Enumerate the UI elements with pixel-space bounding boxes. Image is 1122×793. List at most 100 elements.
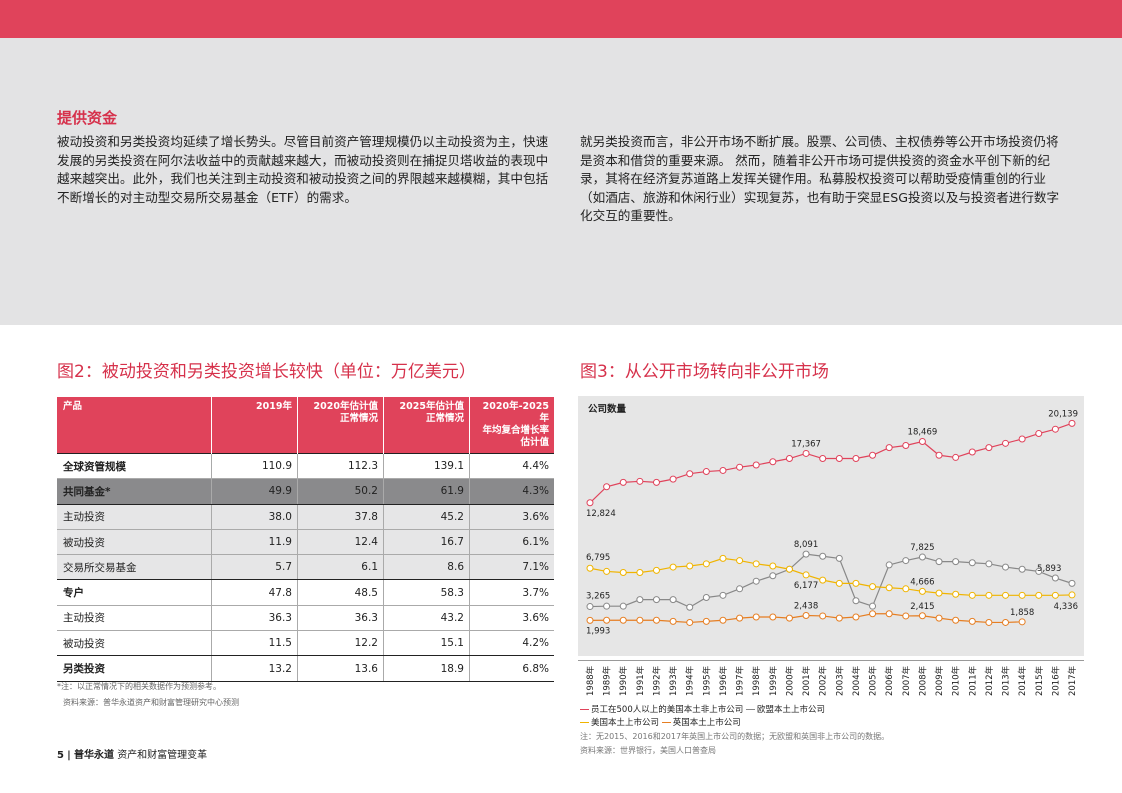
row-value: 12.2 <box>297 630 384 657</box>
row-value: 47.8 <box>211 579 298 606</box>
x-tick-label: 2003年 <box>834 665 845 696</box>
x-tick-label: 2008年 <box>917 665 928 696</box>
x-tick-label: 1997年 <box>735 665 746 696</box>
x-tick-label: 2002年 <box>818 665 829 696</box>
data-point <box>1018 591 1026 599</box>
data-point <box>636 569 644 577</box>
data-point <box>1051 425 1059 433</box>
data-point <box>619 616 627 624</box>
data-point <box>636 477 644 485</box>
data-point <box>736 585 744 593</box>
data-point <box>902 585 910 593</box>
row-value: 11.9 <box>211 529 298 556</box>
data-point <box>819 552 827 560</box>
data-point <box>1002 563 1010 571</box>
data-point <box>736 463 744 471</box>
data-point <box>1035 567 1043 575</box>
data-point <box>686 618 694 626</box>
row-label: 共同基金* <box>57 478 212 505</box>
header-product: 产品 <box>57 397 212 454</box>
data-point <box>603 602 611 610</box>
chart-x-axis: 1988年 1989年 1990年 1991年 1992年 1993年 1994年 1995年… <box>578 660 1084 698</box>
data-point <box>1002 439 1010 447</box>
data-point <box>719 554 727 562</box>
row-value: 112.3 <box>297 452 384 480</box>
figure2-title: 图2：被动投资和另类投资增长较快（单位：万亿美元） <box>57 362 476 382</box>
row-value: 13.6 <box>297 655 384 682</box>
chart-note: 注：无2015、2016和2017年英国上市公司的数据；无欧盟和英国非上市公司的… <box>580 732 890 741</box>
data-point <box>719 616 727 624</box>
legend-item-3: 英国本土上市公司 <box>661 718 741 728</box>
data-label: 6,177 <box>794 581 818 591</box>
data-point <box>869 602 877 610</box>
x-tick-label: 2009年 <box>934 665 945 696</box>
x-tick-label: 2013年 <box>1001 665 1012 696</box>
data-point <box>918 587 926 595</box>
data-point <box>702 593 710 601</box>
data-point <box>918 612 926 620</box>
line-chart: 公司数量 12,824 17,367 18,469 20,139 3,265 8,091 7,… <box>586 403 1078 636</box>
data-label: 4,336 <box>1054 602 1078 612</box>
x-tick-label: 1993年 <box>668 665 679 696</box>
table-row: 另类投资 13.2 13.6 18.9 6.8% <box>57 655 554 682</box>
data-point <box>686 562 694 570</box>
data-point <box>736 557 744 565</box>
data-point <box>769 562 777 570</box>
table-row: 主动投资 36.3 36.3 43.2 3.6% <box>57 605 554 632</box>
data-point <box>852 579 860 587</box>
row-value: 139.1 <box>383 452 470 480</box>
x-tick-label: 2011年 <box>967 665 978 696</box>
x-tick-label: 2015年 <box>1034 665 1045 696</box>
x-tick-label: 1991年 <box>635 665 646 696</box>
table-source: 资料来源：普华永道资产和财富管理研究中心预测 <box>63 698 239 707</box>
x-tick-label: 1995年 <box>701 665 712 696</box>
page-number: 5 <box>57 750 64 761</box>
row-value: 48.5 <box>297 579 384 606</box>
data-point <box>1002 591 1010 599</box>
series-line-2 <box>589 557 1073 596</box>
series-line-0 <box>589 422 1073 504</box>
data-point <box>1051 591 1059 599</box>
data-point <box>702 617 710 625</box>
row-value: 38.0 <box>211 504 298 530</box>
legend-item-1: 欧盟本土上市公司 <box>745 705 825 715</box>
x-tick-label: 2012年 <box>984 665 995 696</box>
row-value: 3.6% <box>469 605 554 632</box>
x-tick-label: 2016年 <box>1050 665 1061 696</box>
data-point <box>835 455 843 463</box>
x-tick-label: 2006年 <box>884 665 895 696</box>
table-header-row: 产品 2019年 2020年估计值 正常情况 2025年估计值 正常情况 202… <box>57 397 554 454</box>
data-point <box>819 455 827 463</box>
row-value: 3.7% <box>469 579 554 606</box>
data-point <box>652 478 660 486</box>
footer-title: 资产和财富管理变革 <box>117 750 208 761</box>
data-point <box>669 563 677 571</box>
data-label: 4,666 <box>910 577 934 587</box>
data-point <box>869 451 877 459</box>
data-point <box>835 579 843 587</box>
data-point <box>586 603 594 611</box>
data-point <box>702 468 710 476</box>
data-point <box>669 617 677 625</box>
row-value: 13.2 <box>211 655 298 682</box>
data-point <box>968 448 976 456</box>
data-point <box>619 569 627 577</box>
data-point <box>1018 565 1026 573</box>
data-label: 7,825 <box>910 543 934 553</box>
row-value: 36.3 <box>297 605 384 632</box>
x-tick-label: 1990年 <box>618 665 629 696</box>
data-point <box>769 613 777 621</box>
data-point <box>968 617 976 625</box>
data-label: 1,858 <box>1010 608 1034 618</box>
data-label: 5,893 <box>1037 564 1061 574</box>
row-value: 12.4 <box>297 529 384 556</box>
section-title: 提供资金 <box>57 109 118 127</box>
legend-label-1: 欧盟本土上市公司 <box>756 705 825 715</box>
x-tick-label: 1988年 <box>585 665 596 696</box>
data-label: 18,469 <box>908 427 938 437</box>
row-label: 主动投资 <box>57 504 212 530</box>
data-point <box>1002 618 1010 626</box>
data-point <box>935 614 943 622</box>
data-point <box>935 558 943 566</box>
data-point <box>1068 579 1076 587</box>
